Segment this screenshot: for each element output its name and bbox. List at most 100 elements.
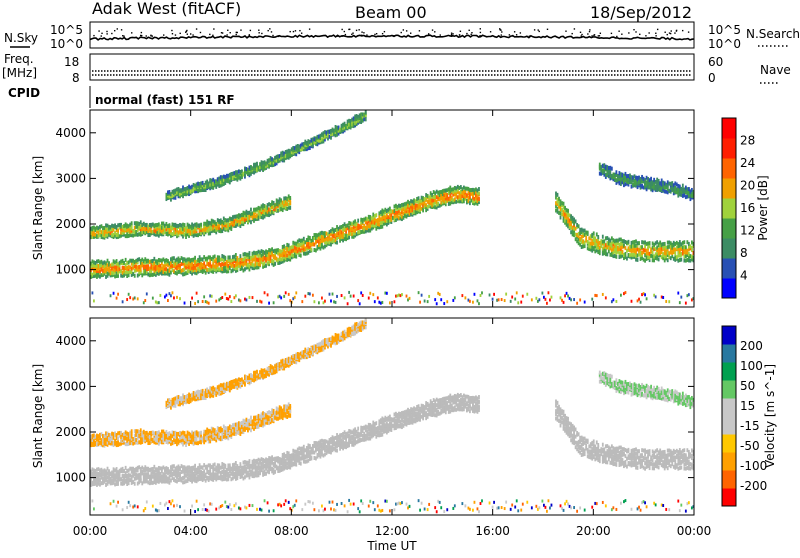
power-cell — [256, 162, 258, 166]
power-speckle — [573, 298, 575, 301]
nsearch-dot — [581, 34, 582, 35]
nsearch-dot — [440, 34, 441, 35]
power-speckle — [309, 292, 311, 295]
power-speckle — [401, 293, 403, 296]
power-colorbar-step — [722, 138, 736, 159]
power-cell — [585, 236, 587, 240]
power-speckle — [324, 300, 326, 303]
nsearch-dot — [258, 32, 259, 33]
power-speckle — [517, 301, 519, 304]
nsearch-dot — [106, 33, 107, 34]
power-cell — [249, 251, 251, 255]
power-colorbar-step — [722, 118, 736, 139]
nsearch-dot — [180, 33, 181, 34]
nsky-tick-top: 10^5 — [50, 23, 83, 37]
power-speckle — [194, 302, 196, 305]
nsearch-dot — [669, 32, 670, 33]
power-colorbar-tick-label: 20 — [740, 179, 755, 193]
nsearch-dot — [633, 29, 634, 30]
nsearch-dot — [509, 34, 510, 35]
power-cell — [674, 252, 676, 256]
nsearch-dot — [667, 34, 668, 35]
nsearch-dot — [250, 30, 251, 31]
nsearch-dot — [671, 30, 672, 31]
y-tick-label: 4000 — [55, 126, 86, 140]
power-speckle — [688, 293, 690, 296]
power-speckle — [551, 296, 553, 299]
power-speckle — [215, 300, 217, 303]
nsearch-dot — [589, 29, 590, 30]
power-speckle — [117, 293, 119, 296]
nsearch-dot — [345, 34, 346, 35]
nsearch-dot — [501, 34, 502, 35]
power-speckle — [644, 293, 646, 296]
velocity-speckle — [196, 500, 198, 503]
y-tick-label: 2000 — [55, 217, 86, 231]
freq-label-1: Freq. — [4, 52, 34, 66]
nsearch-dot — [187, 33, 188, 34]
nsearch-tick-top: 10^5 — [708, 23, 741, 37]
power-speckle — [256, 300, 258, 303]
nsearch-dot — [271, 31, 272, 32]
nsearch-dot — [122, 35, 123, 36]
nsearch-dot — [240, 29, 241, 30]
velocity-data — [90, 318, 694, 513]
nsearch-dot — [111, 33, 112, 34]
power-speckle — [452, 299, 454, 302]
power-speckle — [638, 298, 640, 301]
power-speckle — [489, 293, 491, 296]
power-speckle — [665, 300, 667, 303]
power-speckle — [655, 295, 657, 298]
nsearch-dot — [290, 31, 291, 32]
nsearch-dot — [361, 35, 362, 36]
nsearch-dot — [212, 35, 213, 36]
nsearch-dot — [236, 32, 237, 33]
nsearch-dot — [534, 29, 535, 30]
power-speckle — [545, 298, 547, 301]
power-speckle — [481, 291, 483, 294]
nsearch-dot — [374, 34, 375, 35]
nsearch-label: N.Search — [746, 27, 800, 41]
nsearch-dot — [101, 33, 102, 34]
velocity-speckle — [179, 505, 181, 508]
power-speckle — [685, 302, 687, 305]
power-speckle — [301, 300, 303, 303]
power-colorbar-step — [722, 278, 736, 299]
power-speckle — [341, 294, 343, 297]
nsearch-tick-bottom: 10^0 — [708, 37, 741, 51]
power-speckle — [208, 302, 210, 305]
power-speckle — [631, 300, 633, 303]
nsearch-dot — [175, 34, 176, 35]
power-speckle — [167, 299, 169, 302]
nsearch-dot — [361, 31, 362, 32]
nsearch-dot — [565, 30, 566, 31]
nsearch-dot — [117, 28, 118, 29]
power-cell — [563, 202, 565, 206]
power-cell — [611, 167, 613, 171]
nsearch-dot — [98, 30, 99, 31]
nsearch-dot — [452, 33, 453, 34]
power-cell — [289, 196, 291, 200]
power-speckle — [170, 294, 172, 297]
nsearch-dot — [337, 35, 338, 36]
power-speckle — [662, 296, 664, 299]
freq-frame — [90, 54, 694, 80]
power-speckle — [510, 300, 512, 303]
power-speckle — [172, 291, 174, 294]
power-cell — [303, 237, 305, 241]
power-cell — [578, 224, 580, 228]
nsearch-dot — [267, 30, 268, 31]
date-label: 18/Sep/2012 — [590, 3, 692, 22]
power-speckle — [531, 298, 533, 301]
power-speckle — [454, 296, 456, 299]
nsearch-dot — [674, 32, 675, 33]
power-colorbar-tick-label: 12 — [740, 224, 755, 238]
power-data — [90, 110, 694, 305]
velocity-speckle — [173, 504, 175, 507]
power-cell — [682, 184, 684, 188]
nsearch-dot — [269, 28, 270, 29]
nsearch-dot — [589, 31, 590, 32]
nsearch-dot — [410, 33, 411, 34]
power-speckle — [514, 298, 516, 301]
power-speckle — [625, 291, 627, 294]
